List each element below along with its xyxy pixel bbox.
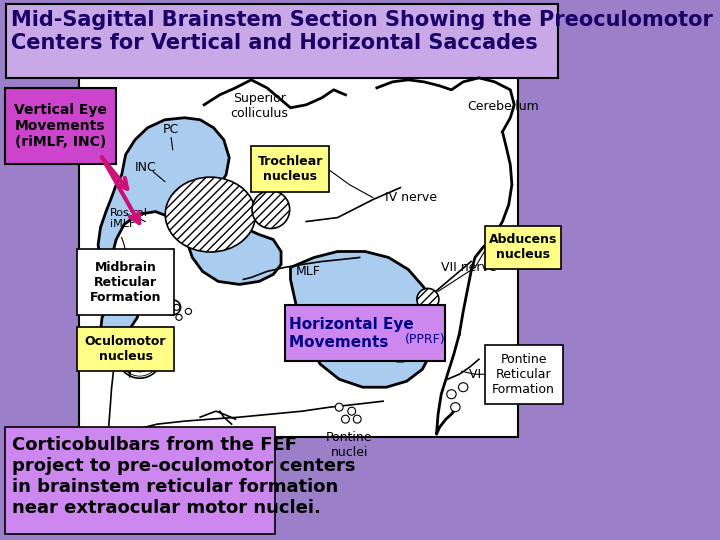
Text: Superior
colliculus: Superior colliculus: [230, 92, 288, 120]
Text: Oculomotor
nucleus: Oculomotor nucleus: [85, 335, 166, 363]
Text: Pontine
Reticular
Formation: Pontine Reticular Formation: [492, 353, 555, 396]
Text: III nerve: III nerve: [180, 434, 231, 447]
Ellipse shape: [252, 191, 289, 228]
Text: Ros:ral
iMLF: Ros:ral iMLF: [110, 207, 148, 229]
FancyBboxPatch shape: [77, 249, 174, 315]
Ellipse shape: [459, 383, 468, 391]
Polygon shape: [290, 252, 436, 387]
Ellipse shape: [174, 305, 180, 310]
Text: Cerebellum: Cerebellum: [467, 100, 539, 113]
Ellipse shape: [348, 407, 356, 415]
Ellipse shape: [446, 390, 456, 399]
Ellipse shape: [176, 314, 182, 320]
Text: (PPRF): (PPRF): [405, 333, 446, 346]
Ellipse shape: [354, 415, 361, 423]
Text: Horizontal Eye
Movements: Horizontal Eye Movements: [289, 318, 414, 350]
Text: Trochlear
nucleus: Trochlear nucleus: [258, 154, 323, 183]
Ellipse shape: [375, 307, 426, 362]
FancyBboxPatch shape: [6, 4, 558, 78]
Text: Pontine
nuclei: Pontine nuclei: [326, 431, 373, 459]
FancyBboxPatch shape: [5, 88, 116, 164]
Ellipse shape: [165, 300, 181, 315]
Text: VII nerve: VII nerve: [441, 261, 497, 274]
Text: MLF: MLF: [295, 265, 320, 278]
Text: PC: PC: [163, 123, 179, 136]
Ellipse shape: [336, 403, 343, 411]
Polygon shape: [98, 118, 281, 347]
FancyBboxPatch shape: [5, 427, 275, 534]
FancyBboxPatch shape: [485, 345, 563, 404]
FancyBboxPatch shape: [285, 306, 445, 361]
FancyBboxPatch shape: [77, 327, 174, 371]
Ellipse shape: [417, 288, 439, 310]
FancyBboxPatch shape: [78, 78, 518, 437]
Text: INC: INC: [135, 161, 156, 174]
Text: Midbrain
Reticular
Formation: Midbrain Reticular Formation: [90, 261, 161, 304]
Ellipse shape: [341, 415, 349, 423]
Ellipse shape: [118, 336, 161, 378]
Text: VI n: VI n: [469, 368, 493, 381]
Text: Vertical Eye
Movements
(riMLF, INC): Vertical Eye Movements (riMLF, INC): [14, 103, 107, 149]
Ellipse shape: [451, 403, 460, 411]
Text: Corticobulbars from the FEF
project to pre-oculomotor centers
in brainstem retic: Corticobulbars from the FEF project to p…: [12, 436, 355, 517]
FancyBboxPatch shape: [485, 226, 561, 269]
Text: IV nerve: IV nerve: [384, 191, 437, 204]
Ellipse shape: [185, 308, 192, 314]
FancyBboxPatch shape: [251, 146, 329, 192]
Text: Abducens
nucleus: Abducens nucleus: [489, 233, 557, 261]
Text: Mid-Sagittal Brainstem Section Showing the Preoculomotor
Centers for Vertical an: Mid-Sagittal Brainstem Section Showing t…: [11, 10, 713, 53]
Ellipse shape: [166, 177, 256, 252]
